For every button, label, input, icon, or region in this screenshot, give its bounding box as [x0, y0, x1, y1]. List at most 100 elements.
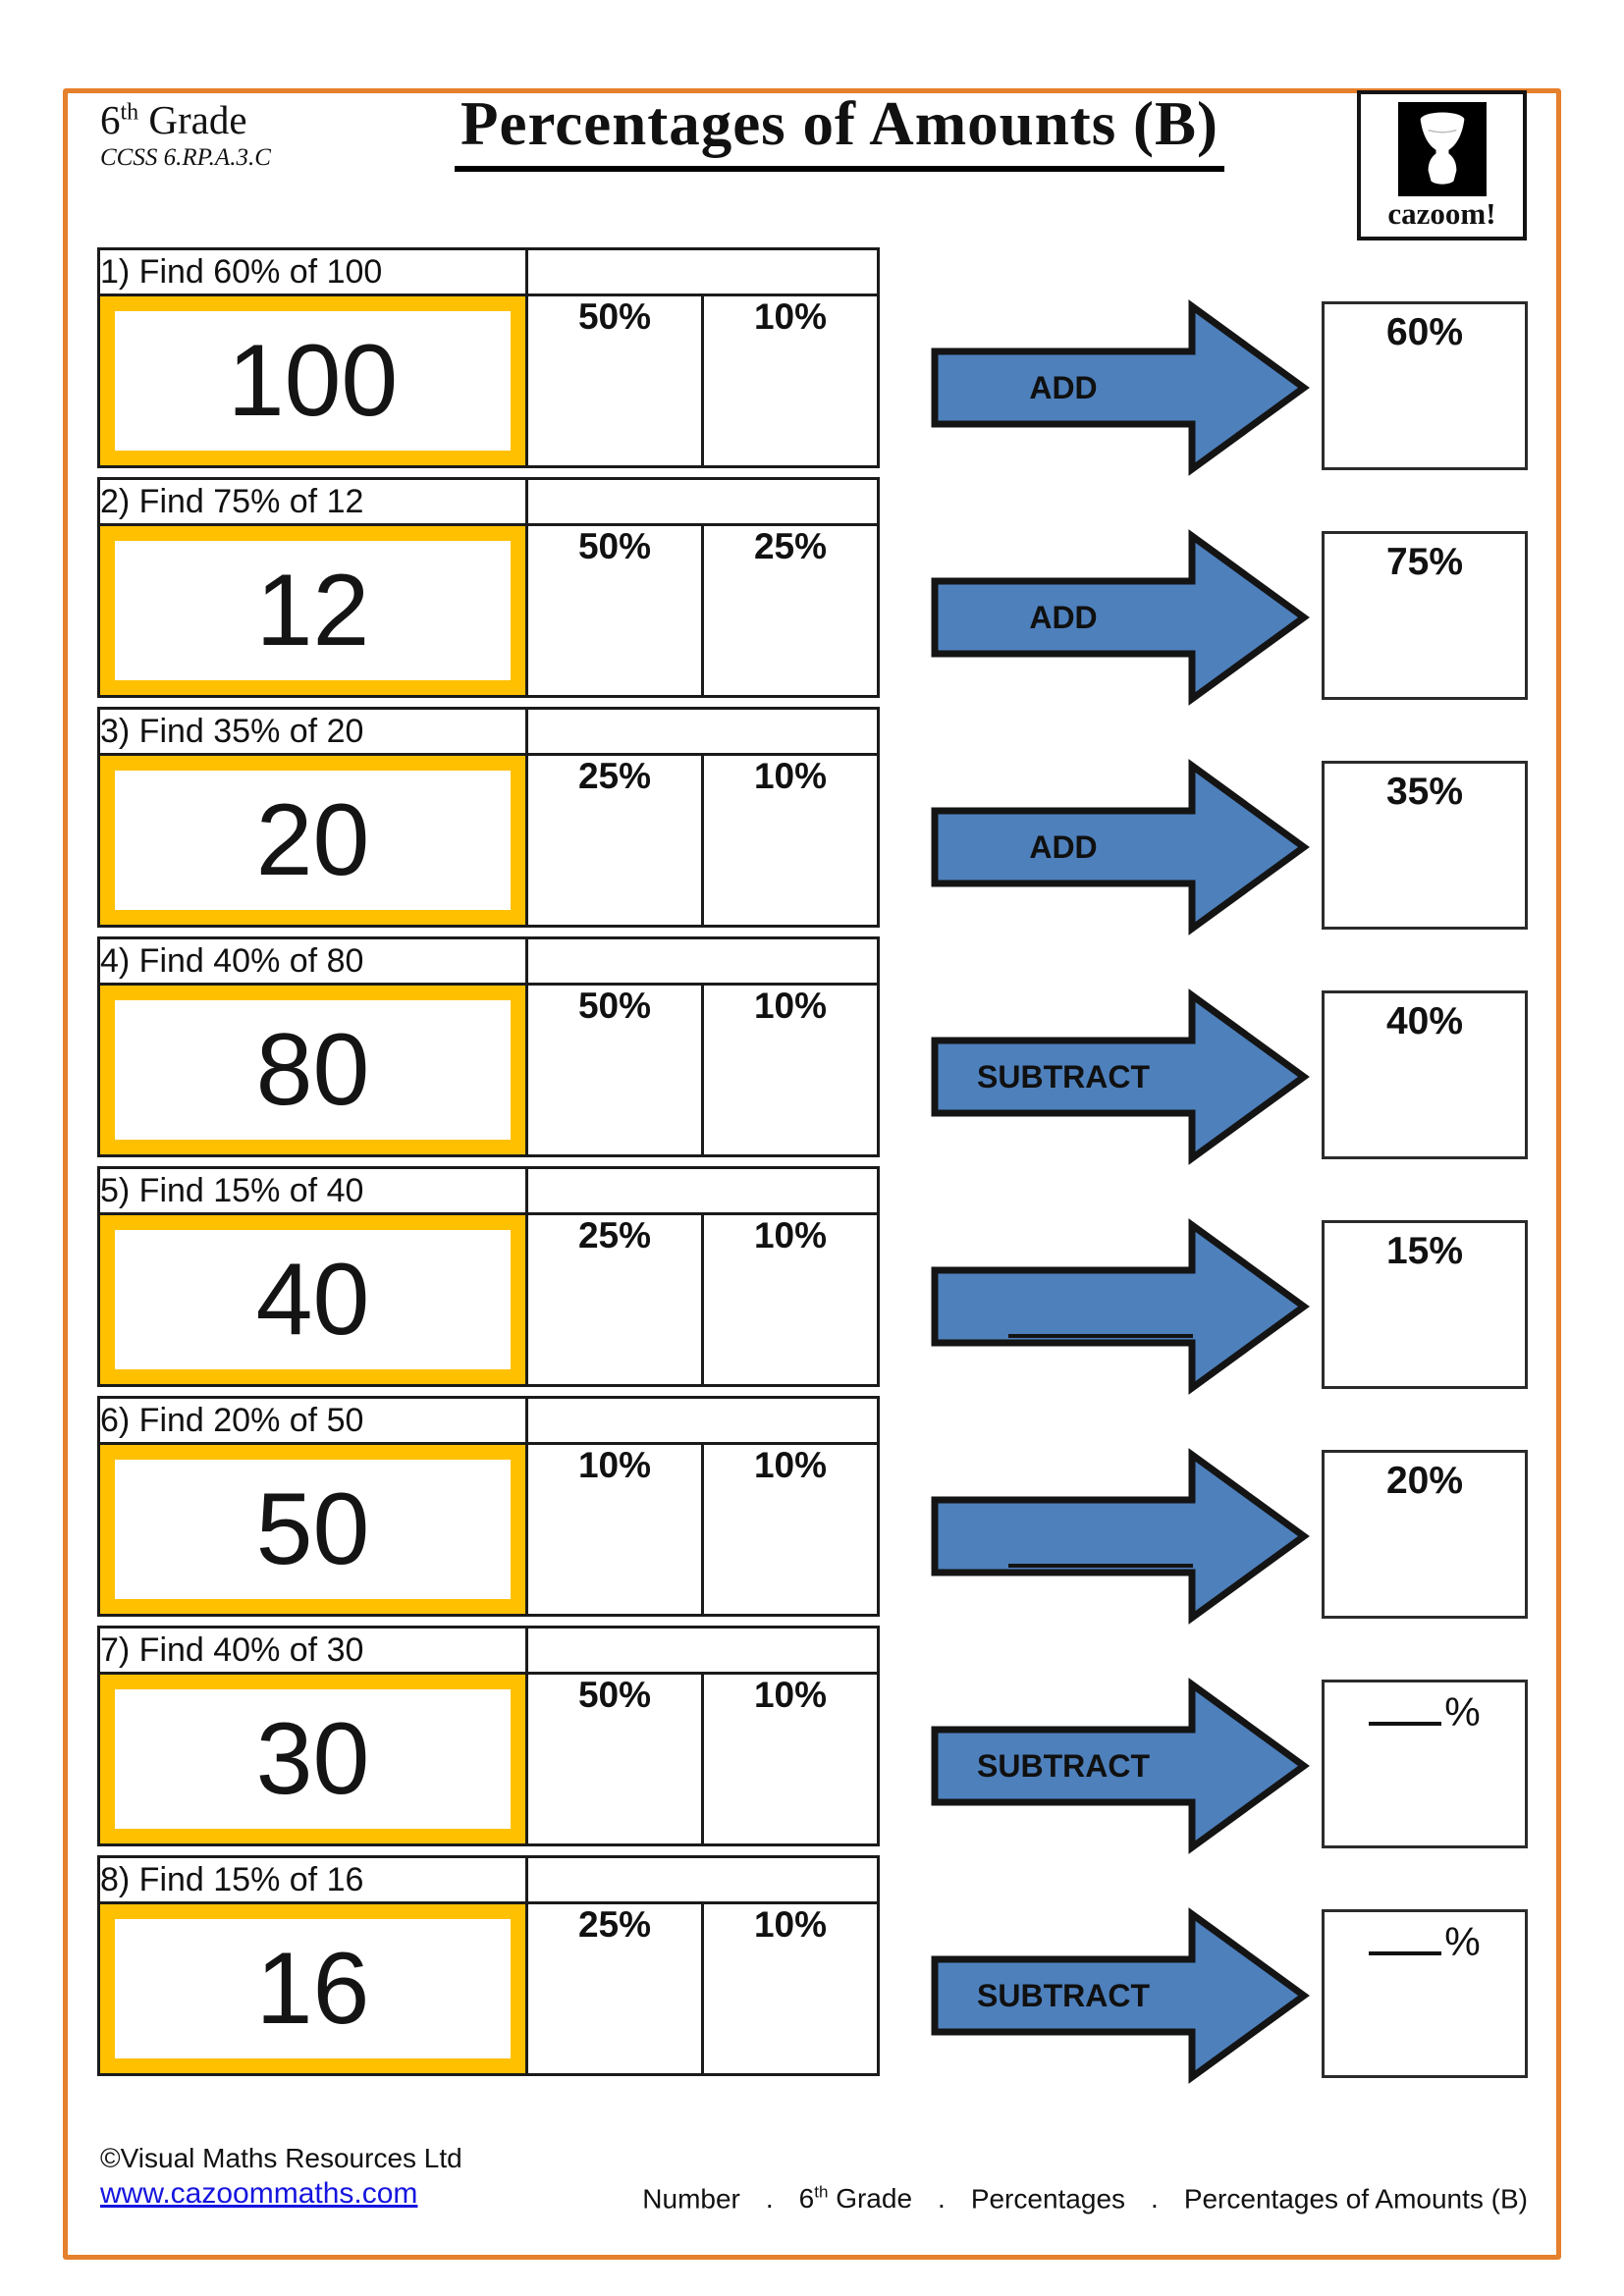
operation-arrow: ADD [930, 297, 1311, 478]
breadcrumb-topic: Percentages [970, 2183, 1126, 2215]
label-spacer-cell [525, 707, 880, 756]
label-spacer-cell [525, 1855, 880, 1904]
result-box: 15% [1322, 1220, 1528, 1389]
label-spacer-cell [525, 936, 880, 986]
percent-col-1: 50% [525, 983, 704, 1157]
operation-arrow [930, 1216, 1311, 1397]
label-spacer-cell [525, 1626, 880, 1675]
percent-col-1: 25% [525, 1901, 704, 2076]
number-value: 100 [115, 311, 511, 451]
number-value: 30 [115, 1689, 511, 1829]
result-box: 35% [1322, 761, 1528, 930]
result-box: % [1322, 1909, 1528, 2078]
problem-table: 2) Find 75% of 12 12 50% 25% [97, 477, 880, 698]
website-link[interactable]: www.cazoommaths.com [100, 2177, 418, 2210]
percent-col-1: 25% [525, 1212, 704, 1387]
breadcrumb-separator: . [1151, 2183, 1159, 2215]
result-blank: % [1325, 1689, 1525, 1735]
percent-col-1: 25% [525, 753, 704, 928]
drum-icon [1397, 102, 1487, 196]
percent-col-1: 50% [525, 1672, 704, 1846]
problem-label: 2) Find 75% of 12 [97, 477, 528, 526]
number-box: 12 [100, 526, 525, 695]
result-percent-sign: % [1444, 1689, 1481, 1735]
problem-table: 5) Find 15% of 40 40 25% 10% [97, 1166, 880, 1387]
result-percent: 75% [1385, 541, 1464, 583]
problem-label: 5) Find 15% of 40 [97, 1166, 528, 1215]
grade-ordinal-sup: th [120, 99, 139, 126]
operation-label: SUBTRACT [977, 1058, 1150, 1095]
problem-list: 1) Find 60% of 100 100 50% 10% ADD 60% 2… [0, 247, 1624, 2085]
percent-col-2: 10% [701, 1442, 880, 1617]
operation-arrow: SUBTRACT [930, 1905, 1311, 2086]
result-percent: 15% [1385, 1230, 1464, 1272]
ccss-standard: CCSS 6.RP.A.3.C [100, 144, 271, 171]
cazoom-logo: cazoom! [1357, 90, 1527, 240]
operation-label: SUBTRACT [977, 1977, 1150, 2013]
percent-col-2: 25% [701, 523, 880, 698]
number-cell: 12 [97, 523, 528, 698]
copyright-text: ©Visual Maths Resources Ltd [100, 2143, 462, 2173]
number-cell: 20 [97, 753, 528, 928]
operation-label: ADD [1029, 828, 1098, 865]
problem-table: 8) Find 15% of 16 16 25% 10% [97, 1855, 880, 2076]
operation-label: SUBTRACT [977, 1747, 1150, 1784]
problem-row-6: 6) Find 20% of 50 50 10% 10% 20% [0, 1396, 1624, 1626]
number-value: 16 [115, 1919, 511, 2058]
percent-col-1: 50% [525, 523, 704, 698]
breadcrumb-separator: . [938, 2183, 946, 2215]
number-value: 20 [115, 771, 511, 910]
percent-col-2: 10% [701, 1212, 880, 1387]
number-value: 40 [115, 1230, 511, 1369]
percent-col-2: 10% [701, 753, 880, 928]
result-box: % [1322, 1680, 1528, 1848]
operation-blank-line [1008, 1334, 1193, 1338]
number-box: 30 [100, 1675, 525, 1843]
percent-col-2: 10% [701, 1672, 880, 1846]
result-percent: 20% [1385, 1460, 1464, 1502]
result-box: 20% [1322, 1450, 1528, 1619]
problem-table: 1) Find 60% of 100 100 50% 10% [97, 247, 880, 468]
operation-label: ADD [1029, 599, 1098, 635]
breadcrumb-worksheet: Percentages of Amounts (B) [1183, 2183, 1528, 2215]
breadcrumb-grade: 6th Grade [798, 2183, 913, 2215]
result-box: 60% [1322, 301, 1528, 470]
number-value: 80 [115, 1000, 511, 1140]
grade-number: 6 [100, 97, 121, 142]
breadcrumb: Number. 6th Grade. Percentages. Percentages… [642, 2183, 1528, 2215]
operation-arrow [930, 1446, 1311, 1627]
logo-wordmark: cazoom! [1387, 196, 1496, 231]
problem-table: 3) Find 35% of 20 20 25% 10% [97, 707, 880, 928]
result-box: 40% [1322, 990, 1528, 1159]
result-percent-sign: % [1444, 1919, 1481, 1964]
grade-word: Grade [138, 97, 247, 142]
problem-row-3: 3) Find 35% of 20 20 25% 10% ADD 35% [0, 707, 1624, 936]
problem-label: 7) Find 40% of 30 [97, 1626, 528, 1675]
number-box: 100 [100, 296, 525, 465]
number-value: 50 [115, 1460, 511, 1599]
number-box: 20 [100, 756, 525, 925]
number-cell: 30 [97, 1672, 528, 1846]
result-blank-line [1369, 1920, 1442, 1955]
result-percent: 35% [1385, 771, 1464, 813]
number-cell: 16 [97, 1901, 528, 2076]
number-cell: 100 [97, 294, 528, 468]
problem-row-7: 7) Find 40% of 30 30 50% 10% SUBTRACT % [0, 1626, 1624, 1855]
number-cell: 50 [97, 1442, 528, 1617]
label-spacer-cell [525, 1396, 880, 1445]
breadcrumb-category: Number [642, 2183, 740, 2215]
result-blank: % [1325, 1919, 1525, 1965]
operation-label: ADD [1029, 369, 1098, 405]
number-box: 16 [100, 1904, 525, 2073]
problem-label: 8) Find 15% of 16 [97, 1855, 528, 1904]
number-cell: 80 [97, 983, 528, 1157]
problem-row-2: 2) Find 75% of 12 12 50% 25% ADD 75% [0, 477, 1624, 707]
operation-arrow: SUBTRACT [930, 1676, 1311, 1856]
result-percent: 60% [1385, 311, 1464, 353]
operation-blank-line [1008, 1564, 1193, 1568]
percent-col-1: 10% [525, 1442, 704, 1617]
number-cell: 40 [97, 1212, 528, 1387]
grade-block: 6th Grade CCSS 6.RP.A.3.C [100, 96, 271, 172]
number-box: 80 [100, 986, 525, 1154]
label-spacer-cell [525, 1166, 880, 1215]
